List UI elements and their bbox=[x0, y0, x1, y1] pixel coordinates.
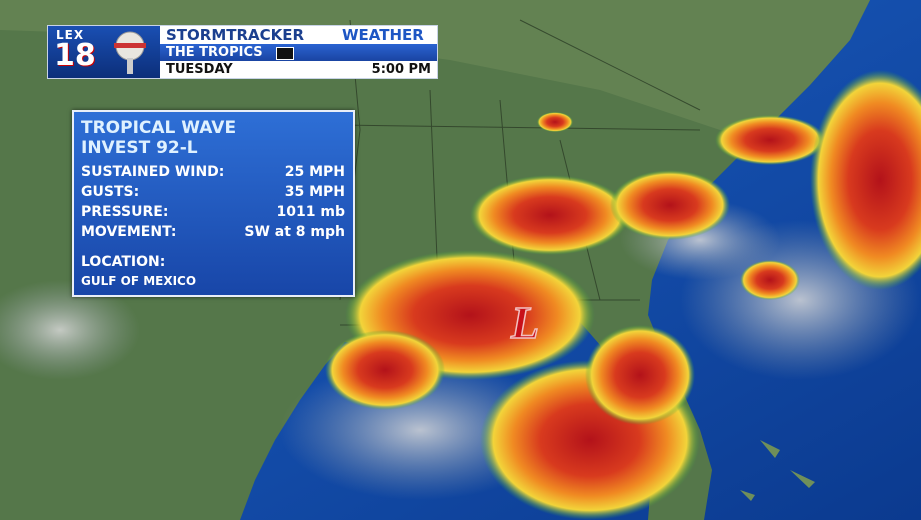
field-value: 1011 mb bbox=[276, 204, 345, 220]
logo-icon bbox=[114, 31, 146, 74]
title-row: STORMTRACKER WEATHER bbox=[160, 26, 437, 44]
field-label: SUSTAINED WIND: bbox=[81, 164, 225, 180]
logo-number: 18 bbox=[54, 38, 96, 73]
time: 5:00 PM bbox=[371, 62, 431, 77]
title-main: STORMTRACKER bbox=[166, 26, 305, 44]
field-value: 35 MPH bbox=[284, 184, 345, 200]
day: TUESDAY bbox=[166, 62, 233, 77]
location: GULF OF MEXICO bbox=[81, 274, 197, 288]
field-label: PRESSURE: bbox=[81, 204, 169, 220]
title-accent: WEATHER bbox=[342, 26, 424, 44]
logo: LEX 18 bbox=[48, 26, 160, 78]
radar bbox=[325, 70, 921, 520]
box-title: INVEST 92-L bbox=[81, 138, 198, 158]
field-value: SW at 8 mph bbox=[244, 224, 345, 240]
field-value: 25 MPH bbox=[284, 164, 345, 180]
islands bbox=[740, 440, 815, 501]
time-row: TUESDAY 5:00 PM bbox=[160, 61, 437, 78]
box-title: TROPICAL WAVE bbox=[81, 118, 237, 138]
header: LEX 18 STORMTRACKER WEATHER THE TROPICS … bbox=[47, 25, 438, 79]
icon bbox=[276, 47, 294, 60]
field-label: GUSTS: bbox=[81, 184, 140, 200]
logo-text: LEX bbox=[56, 28, 85, 42]
location-label: LOCATION: bbox=[81, 254, 166, 270]
info-box: TROPICAL WAVE INVEST 92-L SUSTAINED WIND: 2… bbox=[72, 110, 355, 297]
subtitle: THE TROPICS bbox=[166, 45, 263, 60]
field-label: MOVEMENT: bbox=[81, 224, 177, 240]
low-marker: L bbox=[510, 297, 539, 348]
subtitle-row: THE TROPICS bbox=[160, 44, 437, 61]
